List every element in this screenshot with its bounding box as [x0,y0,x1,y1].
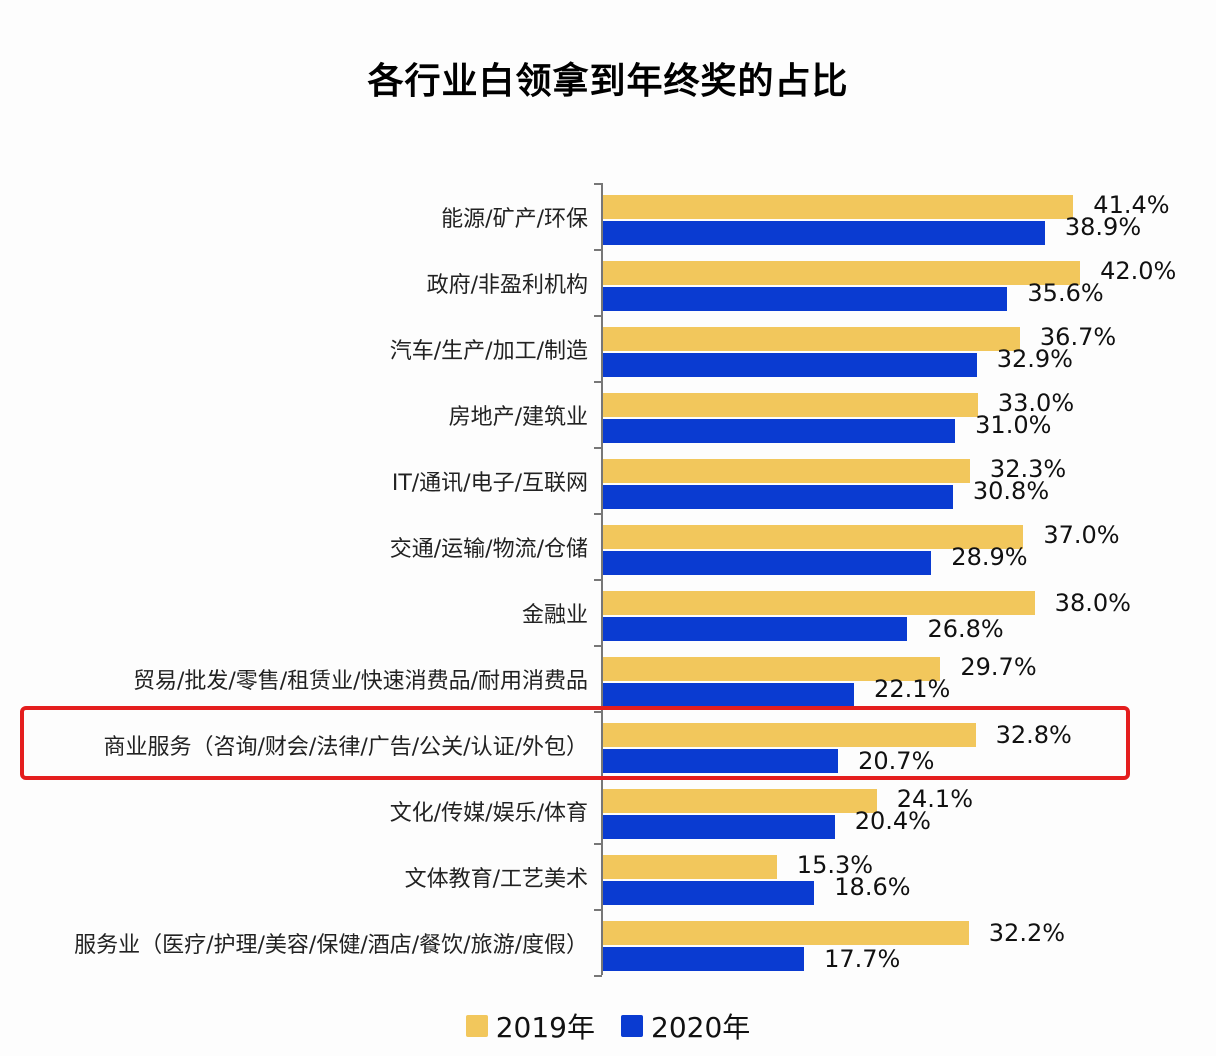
value-label-2020: 17.7% [824,945,901,973]
value-label-2019: 32.8% [995,721,1072,749]
category-row: IT/通讯/电子/互联网 32.3% 30.8% [0,447,1216,513]
category-label: 文化/传媒/娱乐/体育 [389,801,588,826]
category-label: 能源/矿产/环保 [441,207,588,232]
value-label-2019: 41.4% [1093,191,1170,219]
y-axis-tick [594,843,602,845]
legend-item-2020: 2020年 [621,1006,750,1046]
chart-title: 各行业白领拿到年终奖的占比 [367,61,849,102]
value-label-2020: 18.6% [834,873,911,901]
bar-2019 [603,855,777,879]
category-label: 贸易/批发/零售/租赁业/快速消费品/耐用消费品 [132,669,588,694]
value-label-2020: 35.6% [1027,279,1104,307]
bar-2020 [603,815,835,839]
bar-2020 [603,287,1008,311]
value-label-2019: 24.1% [896,785,974,813]
bar-2019 [603,327,1020,351]
bar-2020 [603,617,908,641]
bar-2019 [603,921,969,945]
category-label: 汽车/生产/加工/制造 [389,339,588,364]
legend-label-2020: 2020年 [651,1011,751,1044]
category-row: 商业服务（咨询/财会/法律/广告/公关/认证/外包） 32.8% 20.7% [0,711,1216,777]
value-label-2020: 20.4% [854,807,931,835]
value-label-2019: 15.3% [796,851,874,879]
value-label-2020: 20.7% [858,747,935,775]
value-label-2019: 32.3% [989,455,1067,483]
highlight-box [20,706,1130,780]
legend-label-2019: 2019年 [495,1011,595,1044]
value-label-2020: 31.0% [975,411,1052,439]
category-row: 政府/非盈利机构 42.0% 35.6% [0,249,1216,315]
legend-swatch-2019 [465,1015,488,1037]
bar-2020 [603,485,953,509]
category-row: 交通/运输/物流/仓储 37.0% 28.9% [0,513,1216,579]
value-label-2019: 42.0% [1100,257,1177,285]
y-axis-tick [594,249,602,251]
legend-item-2019: 2019年 [465,1006,595,1046]
bar-2020 [603,881,815,905]
bar-2020 [603,419,956,443]
value-label-2019: 38.0% [1054,589,1131,617]
value-label-2019: 37.0% [1043,521,1120,549]
value-label-2019: 36.7% [1039,323,1117,351]
category-row: 贸易/批发/零售/租赁业/快速消费品/耐用消费品 29.7% 22.1% [0,645,1216,711]
category-label: 交通/运输/物流/仓储 [389,537,588,562]
bar-2019 [603,657,941,681]
y-axis-tick [594,711,602,713]
category-row: 能源/矿产/环保 41.4% 38.9% [0,183,1216,249]
value-label-2020: 32.9% [996,345,1073,373]
category-label: 服务业（医疗/护理/美容/保健/酒店/餐饮/旅游/度假） [74,933,588,958]
value-label-2020: 30.8% [972,477,1050,505]
y-axis-tick [594,315,602,317]
category-row: 房地产/建筑业 33.0% 31.0% [0,381,1216,447]
bar-2019 [603,789,877,813]
category-row: 汽车/生产/加工/制造 36.7% 32.9% [0,315,1216,381]
y-axis-tick [594,645,602,647]
value-label-2020: 22.1% [874,675,951,703]
y-axis-tick [594,975,602,977]
bar-2019 [603,591,1035,615]
value-label-2020: 26.8% [927,615,1004,643]
legend: 2019年 2020年 [0,1006,1216,1046]
bar-2019 [603,393,978,417]
category-label: 商业服务（咨询/财会/法律/广告/公关/认证/外包） [103,735,588,760]
y-axis-tick [594,183,602,185]
y-axis-tick [594,381,602,383]
bar-2020 [603,353,977,377]
value-label-2020: 28.9% [951,543,1028,571]
bar-2019 [603,261,1081,285]
category-label: 文体教育/工艺美术 [404,867,588,892]
bar-2019 [603,459,970,483]
value-label-2019: 29.7% [960,653,1037,681]
category-row: 服务业（医疗/护理/美容/保健/酒店/餐饮/旅游/度假） 32.2% 17.7% [0,909,1216,975]
category-row: 文化/传媒/娱乐/体育 24.1% 20.4% [0,777,1216,843]
bar-2019 [603,525,1024,549]
category-label: 政府/非盈利机构 [426,273,588,298]
y-axis-tick [594,513,602,515]
category-label: 房地产/建筑业 [448,405,588,430]
category-row: 文体教育/工艺美术 15.3% 18.6% [0,843,1216,909]
bar-2019 [603,723,976,747]
bar-2019 [603,195,1074,219]
value-label-2019: 33.0% [997,389,1075,417]
y-axis-tick [594,909,602,911]
category-label: 金融业 [521,603,588,628]
y-axis-tick [594,447,602,449]
bar-2020 [603,749,839,773]
bar-2020 [603,947,805,971]
value-label-2020: 38.9% [1064,213,1142,241]
category-label: IT/通讯/电子/互联网 [391,471,588,496]
value-label-2019: 32.2% [988,919,1066,947]
y-axis-line [601,183,603,975]
category-row: 金融业 38.0% 26.8% [0,579,1216,645]
bar-2020 [603,221,1045,245]
y-axis-tick [594,579,602,581]
bar-2020 [603,683,855,707]
bar-2020 [603,551,932,575]
legend-swatch-2020 [621,1015,643,1037]
